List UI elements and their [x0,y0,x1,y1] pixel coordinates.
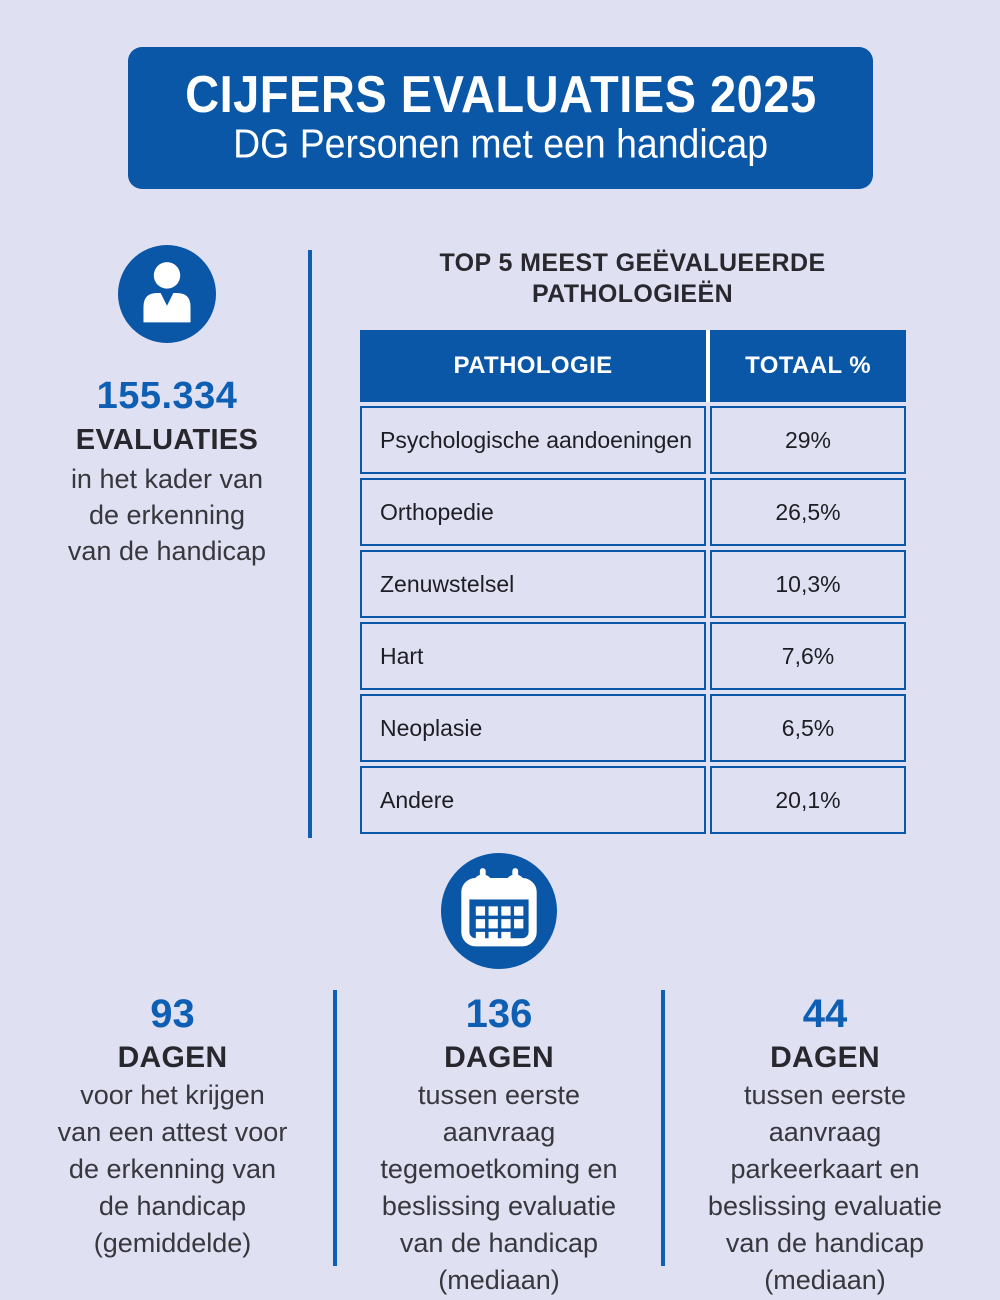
days-parkeerkaart-label: DAGEN [770,1041,880,1074]
header-banner: CIJFERS EVALUATIES 2025 DG Personen met … [128,47,873,189]
table-row: Andere 20,1% [360,766,906,834]
pathology-percent: 6,5% [710,694,906,762]
pathology-name: Zenuwstelsel [360,550,706,618]
pathology-percent: 7,6% [710,622,906,690]
pathology-name: Hart [360,622,706,690]
evaluations-stat-block: 155.334 EVALUATIES in het kader van de e… [22,245,312,569]
pathology-percent: 26,5% [710,478,906,546]
table-row: Zenuwstelsel 10,3% [360,550,906,618]
pathology-table-header: PATHOLOGIE TOTAAL % [360,330,906,402]
table-row: Psychologische aandoeningen 29% [360,406,906,474]
vertical-divider-bottom-right [661,990,665,1266]
page-title: CIJFERS EVALUATIES 2025 [184,65,817,124]
pathology-name: Orthopedie [360,478,706,546]
days-tegemoetkoming-description: tussen eerste aanvraag tegemoetkoming en… [380,1080,618,1295]
pathology-table: PATHOLOGIE TOTAAL % Psychologische aando… [360,330,906,834]
column-header-totaal: TOTAAL % [745,352,871,379]
table-row: Hart 7,6% [360,622,906,690]
pathology-percent: 20,1% [710,766,906,834]
days-tegemoetkoming-stat-block: 136 DAGEN tussen eerste aanvraag tegemoe… [345,992,653,1299]
pathology-percent: 29% [710,406,906,474]
pathology-name: Andere [360,766,706,834]
evaluations-count: 155.334 [96,375,238,417]
pathology-name: Psychologische aandoeningen [360,406,706,474]
days-tegemoetkoming-count: 136 [465,992,533,1036]
pathology-percent: 10,3% [710,550,906,618]
table-row: Neoplasie 6,5% [360,694,906,762]
vertical-divider-bottom-left [333,990,337,1266]
pathology-table-title: TOP 5 MEEST GEËVALUEERDE PATHOLOGIEËN [439,249,826,308]
days-attest-label: DAGEN [117,1041,228,1074]
days-parkeerkaart-description: tussen eerste aanvraag parkeerkaart en b… [707,1080,943,1295]
days-attest-count: 93 [150,992,195,1036]
evaluations-label: EVALUATIES [75,424,259,456]
page-subtitle: DG Personen met een handicap [233,121,768,167]
days-parkeerkaart-stat-block: 44 DAGEN tussen eerste aanvraag parkeerk… [672,992,978,1299]
person-icon [118,245,216,343]
pathology-table-body: Psychologische aandoeningen 29% Orthoped… [360,406,906,834]
table-row: Orthopedie 26,5% [360,478,906,546]
days-attest-description: voor het krijgen van een attest voor de … [57,1080,288,1258]
calendar-icon [441,853,557,969]
pathology-name: Neoplasie [360,694,706,762]
column-header-pathologie: PATHOLOGIE [360,330,710,402]
days-parkeerkaart-count: 44 [802,992,848,1036]
evaluations-description: in het kader van de erkenning van de han… [67,464,267,566]
vertical-divider-top [308,250,312,838]
days-tegemoetkoming-label: DAGEN [444,1041,554,1074]
days-attest-stat-block: 93 DAGEN voor het krijgen van een attest… [25,992,320,1262]
